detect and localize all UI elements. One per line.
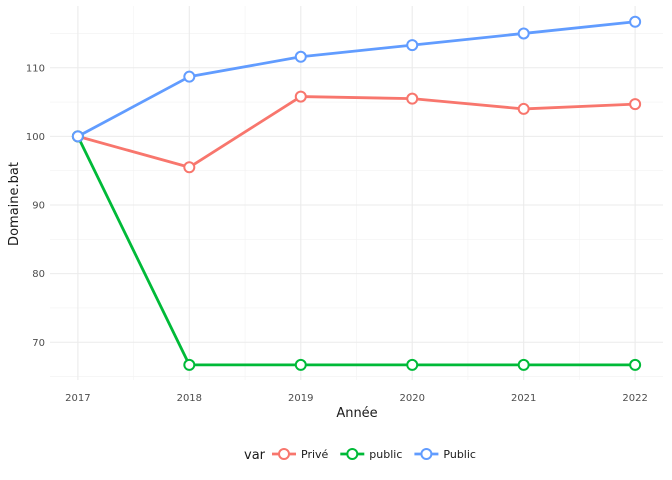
x-tick-label: 2022 [622,393,647,404]
legend-key-point [420,448,433,460]
legend-label: Public [443,448,476,461]
data-point-public [629,15,642,28]
data-point-public [183,358,196,371]
data-point-public [71,130,84,143]
data-point-public [406,358,419,371]
legend-label: Privé [301,448,329,461]
data-point-public [629,358,642,371]
y-tick-label: 100 [26,132,45,143]
x-tick-label: 2019 [288,393,313,404]
data-point-public [517,27,530,40]
x-tick-label: 2020 [400,393,425,404]
data-point-privé [294,90,307,103]
x-axis-title: Année [336,406,377,421]
major-gridlines [50,6,663,380]
y-tick-label: 70 [32,338,45,349]
y-tick-label: 110 [26,63,45,74]
x-tick-label: 2017 [65,393,90,404]
legend: var Privé public Public [244,448,476,463]
y-tick-label: 80 [32,269,45,280]
series-lines [76,20,636,367]
data-point-public [294,50,307,63]
legend-key-point [346,448,359,460]
series-line-public [77,20,636,138]
data-point-privé [183,161,196,174]
legend-title: var [244,448,266,463]
data-point-public [517,358,530,371]
minor-gridlines [50,6,663,380]
data-point-public [183,70,196,83]
y-axis-title: Domaine.bat [7,162,22,246]
y-tick-labels: 70 80 90 100 110 [26,63,45,348]
series-line-privé [77,95,636,169]
data-point-privé [629,98,642,111]
x-tick-label: 2021 [511,393,536,404]
legend-key-point [278,448,290,460]
data-point-privé [517,102,530,115]
data-point-public [294,358,307,371]
data-point-privé [406,92,419,105]
series-points [71,15,642,371]
x-tick-label: 2018 [177,393,202,404]
legend-label: public [369,448,402,461]
y-tick-label: 90 [32,201,45,212]
x-tick-labels: 2017 2018 2019 2020 2021 2022 [65,393,648,404]
data-point-public [406,39,419,52]
series-line-public [76,135,636,367]
